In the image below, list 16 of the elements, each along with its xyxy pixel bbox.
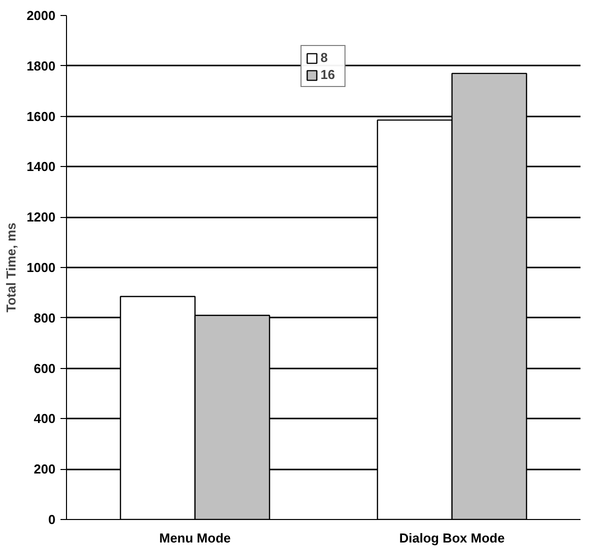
y-tick-label: 600 — [34, 360, 56, 376]
y-tick-label: 800 — [34, 310, 56, 326]
y-tick-label: 1400 — [26, 159, 56, 174]
y-axis-title: Total Time, ms — [4, 222, 19, 312]
legend-label: 16 — [320, 67, 336, 82]
y-tick-label: 0 — [48, 512, 56, 527]
y-tick-label: 1000 — [26, 260, 56, 275]
y-tick-label: 2000 — [26, 8, 56, 23]
y-tick-label: 200 — [34, 462, 56, 477]
x-tick-label: Dialog Box Mode — [399, 530, 505, 546]
y-tick-label: 1600 — [26, 108, 56, 124]
y-tick-label: 1800 — [26, 58, 56, 74]
y-tick-label: 400 — [34, 411, 56, 426]
x-tick-label: Menu Mode — [159, 530, 231, 546]
y-tick-label: 1200 — [26, 210, 56, 225]
legend-label: 8 — [320, 50, 329, 65]
